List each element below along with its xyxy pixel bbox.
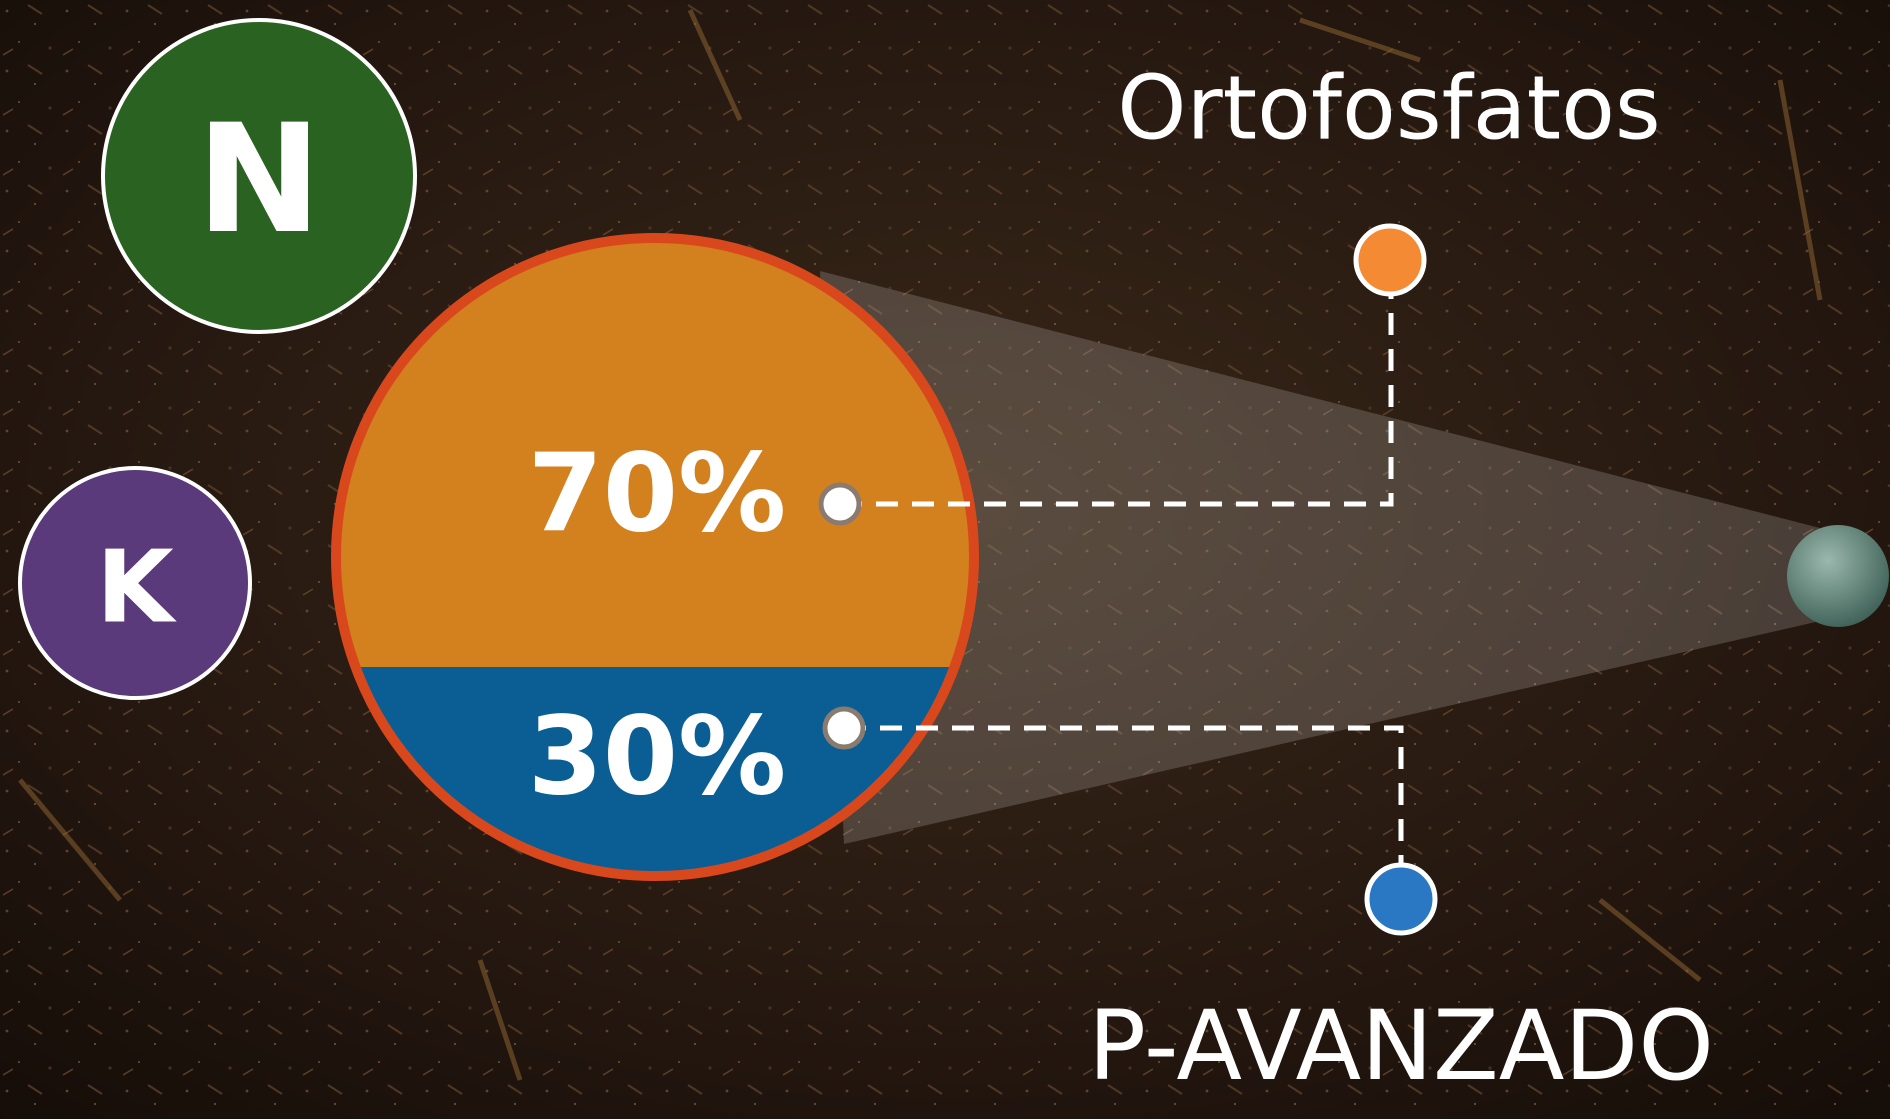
bottom-label: P-AVANZADO bbox=[1088, 990, 1714, 1102]
circle-border bbox=[331, 233, 979, 881]
badge-label: K bbox=[96, 529, 177, 646]
blue-dot bbox=[1364, 862, 1438, 936]
top-percent: 70% bbox=[528, 432, 787, 557]
roots bbox=[18, 8, 1823, 1081]
pellet bbox=[1787, 525, 1889, 627]
badge-k bbox=[18, 466, 252, 700]
bottom-connector bbox=[844, 725, 1404, 899]
top-label: Ortofosfatos bbox=[1117, 57, 1661, 160]
top-connector bbox=[840, 262, 1394, 507]
bottom-percent: 30% bbox=[528, 695, 787, 820]
badge-n bbox=[101, 18, 417, 334]
anchor-dot bbox=[822, 706, 866, 750]
orange-dot bbox=[1353, 223, 1427, 297]
connectors bbox=[840, 262, 1404, 899]
badge-label: N bbox=[196, 93, 322, 267]
zoom-cone bbox=[820, 271, 1820, 844]
anchor-dot bbox=[818, 482, 862, 526]
